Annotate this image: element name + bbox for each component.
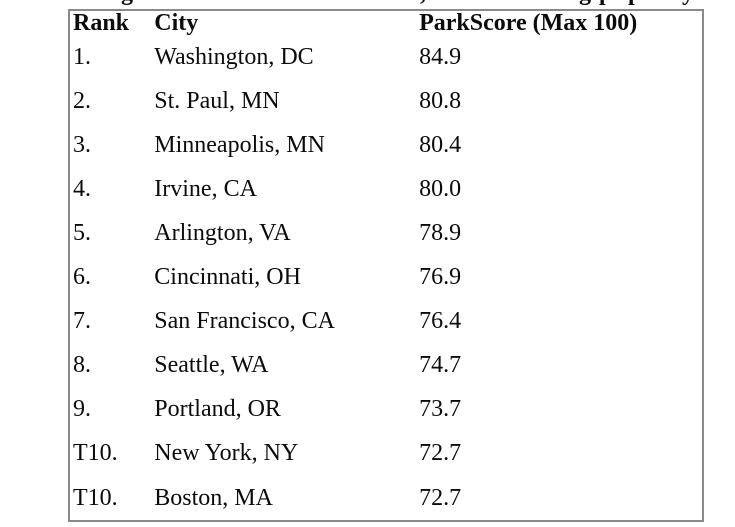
city-cell: Portland, OR [154, 396, 281, 422]
rank-cell: 8. [73, 352, 91, 378]
table-row: 1. Washington, DC 84.9 [69, 35, 703, 79]
rank-cell: 7. [73, 308, 91, 334]
rank-cell: 4. [73, 176, 91, 202]
column-header-rank: Rank [73, 10, 130, 35]
city-cell: New York, NY [154, 440, 299, 466]
rank-cell: 2. [73, 88, 91, 114]
column-header-parkscore: ParkScore (Max 100) [419, 10, 638, 35]
title-fragment-glyph: p [599, 0, 612, 7]
score-cell: 72.7 [419, 484, 462, 511]
score-cell: 76.9 [419, 264, 462, 290]
rank-cell: 3. [73, 132, 91, 158]
rank-cell: 1. [73, 44, 91, 70]
city-cell: Cincinnati, OH [154, 264, 301, 290]
table-row: 2. St. Paul, MN 80.8 [69, 79, 703, 123]
city-cell: Washington, DC [154, 44, 314, 70]
table-row: 5. Arlington, VA 78.9 [69, 211, 703, 255]
rank-cell: 9. [73, 396, 91, 422]
score-cell: 80.0 [419, 176, 462, 202]
title-fragment-glyph: g [579, 0, 591, 7]
table-body: 1. Washington, DC 84.9 2. St. Paul, MN 8… [69, 35, 703, 521]
score-cell: 80.4 [419, 132, 462, 158]
city-cell: Seattle, WA [154, 352, 269, 378]
score-cell: 74.7 [419, 352, 462, 378]
table-row: 8. Seattle, WA 74.7 [69, 343, 703, 387]
score-cell: 72.7 [419, 440, 462, 466]
rank-cell: 6. [73, 264, 91, 290]
city-cell: St. Paul, MN [154, 88, 280, 114]
city-cell: Arlington, VA [154, 220, 291, 246]
table-row: T10. Boston, MA 72.7 [69, 475, 703, 521]
table-row: 7. San Francisco, CA 76.4 [69, 299, 703, 343]
city-cell: Minneapolis, MN [154, 132, 325, 158]
rank-cell: T10. [73, 440, 118, 466]
rank-cell: 5. [73, 220, 91, 246]
table-row: 3. Minneapolis, MN 80.4 [69, 123, 703, 167]
rank-cell: T10. [73, 484, 118, 511]
column-header-city: City [154, 10, 199, 35]
score-cell: 78.9 [419, 220, 462, 246]
score-cell: 76.4 [419, 308, 462, 334]
cropped-title-fragments: g, g p p y [0, 0, 735, 8]
table-row: T10. New York, NY 72.7 [69, 431, 703, 475]
score-cell: 80.8 [419, 88, 462, 114]
score-cell: 73.7 [419, 396, 462, 422]
table-header-row: Rank City ParkScore (Max 100) [69, 10, 703, 35]
title-fragment-glyph: , [420, 0, 426, 7]
table-row: 9. Portland, OR 73.7 [69, 387, 703, 431]
table-row: 6. Cincinnati, OH 76.9 [69, 255, 703, 299]
parkscore-table: Rank City ParkScore (Max 100) 1. Washing… [68, 9, 704, 522]
city-cell: San Francisco, CA [154, 308, 335, 334]
table-row: 4. Irvine, CA 80.0 [69, 167, 703, 211]
city-cell: Boston, MA [154, 484, 273, 511]
title-fragment-glyph: p [628, 0, 641, 7]
city-cell: Irvine, CA [154, 176, 257, 202]
title-fragment-glyph: y [682, 0, 694, 7]
score-cell: 84.9 [419, 44, 462, 70]
title-fragment-glyph: g [121, 0, 133, 7]
